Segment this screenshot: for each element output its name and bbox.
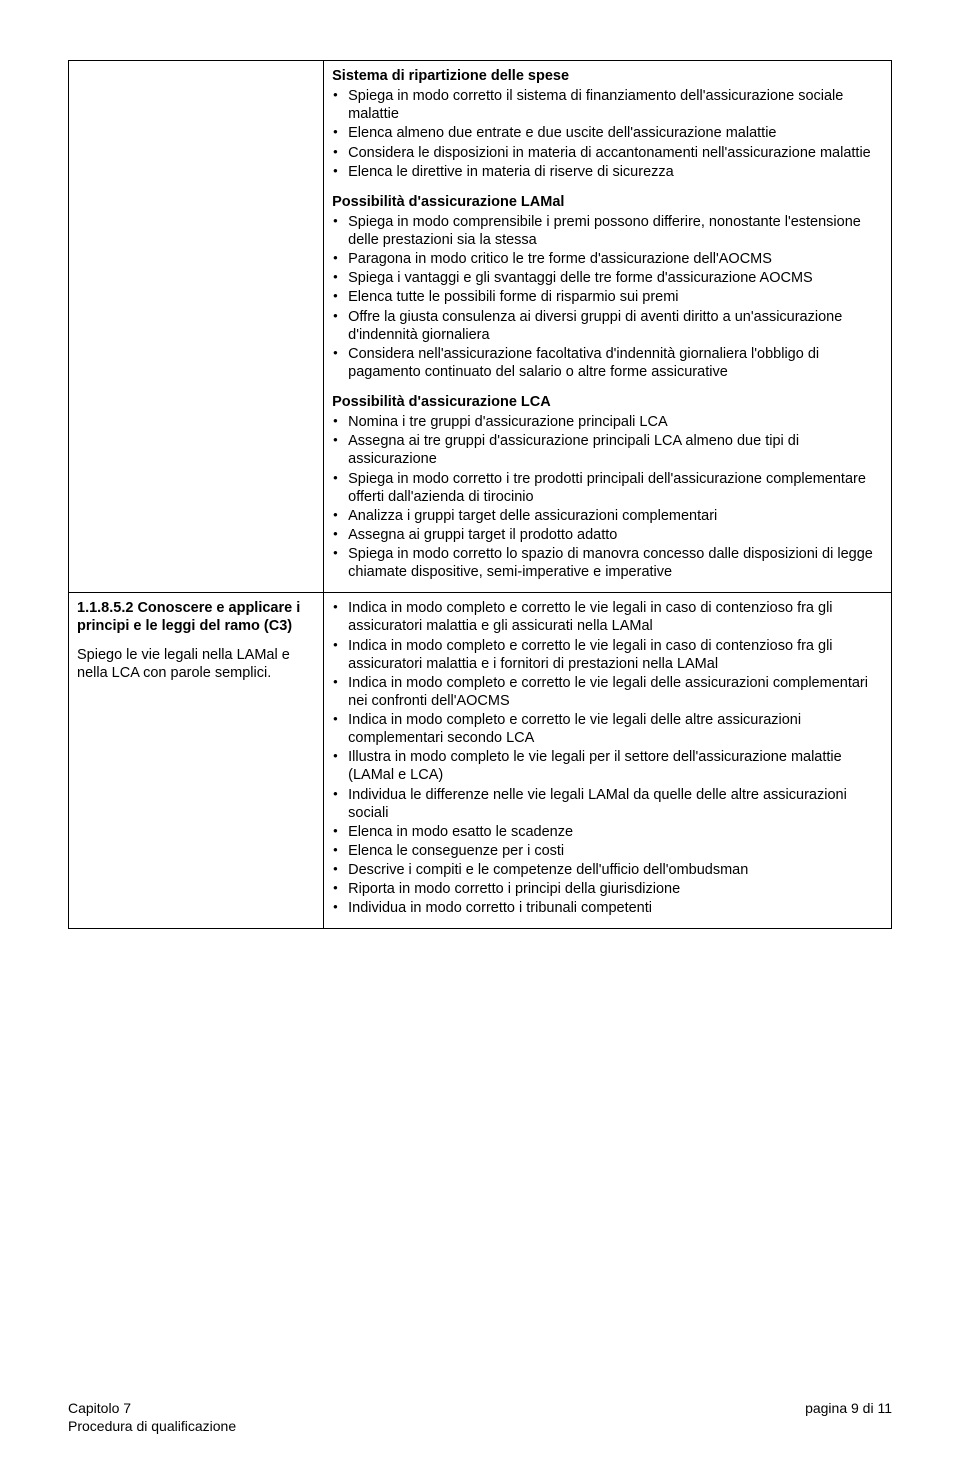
list-item: Assegna ai tre gruppi d'assicurazione pr… [332,432,883,468]
list-item-text: Considera nell'assicurazione facoltativa… [348,346,819,380]
section-sistema: Sistema di ripartizione delle spese Spie… [332,67,883,181]
list-item: Elenca tutte le possibili forme di rispa… [332,288,883,306]
list-item-text: Individua in modo corretto i tribunali c… [348,900,652,916]
list-item: Paragona in modo critico le tre forme d'… [332,250,883,268]
section-heading: Sistema di ripartizione delle spese [332,67,883,85]
list-item-text: Offre la giusta consulenza ai diversi gr… [348,309,842,343]
list-item: Indica in modo completo e corretto le vi… [332,674,883,710]
list-item: Descrive i compiti e le competenze dell'… [332,861,883,879]
list-item: Elenca in modo esatto le scadenze [332,823,883,841]
list-item-text: Elenca tutte le possibili forme di rispa… [348,289,678,305]
list-item-text: Elenca le conseguenze per i costi [348,843,564,859]
list-item: Analizza i gruppi target delle assicuraz… [332,507,883,525]
list-item: Elenca le conseguenze per i costi [332,842,883,860]
list-item: Considera nell'assicurazione facoltativa… [332,345,883,381]
list-item-text: Individua le differenze nelle vie legali… [348,787,847,821]
list-item-text: Assegna ai gruppi target il prodotto ada… [348,527,617,543]
list-item-text: Elenca in modo esatto le scadenze [348,824,573,840]
left-body: Spiego le vie legali nella LAMal e nella… [77,646,315,682]
list-item-text: Spiega i vantaggi e gli svantaggi delle … [348,270,813,286]
right-cell-row2: Indica in modo completo e corretto le vi… [324,593,892,929]
list-item: Individua in modo corretto i tribunali c… [332,899,883,917]
list-item-text: Indica in modo completo e corretto le vi… [348,712,801,746]
list-item: Considera le disposizioni in materia di … [332,144,883,162]
bullet-list: Indica in modo completo e corretto le vi… [332,599,883,917]
list-item-text: Indica in modo completo e corretto le vi… [348,675,868,709]
list-item-text: Indica in modo completo e corretto le vi… [348,638,832,672]
section-heading: Possibilità d'assicurazione LCA [332,393,883,411]
list-item-text: Spiega in modo comprensibile i premi pos… [348,214,861,248]
list-item: Spiega in modo corretto il sistema di fi… [332,87,883,123]
list-item: Assegna ai gruppi target il prodotto ada… [332,526,883,544]
list-item-text: Elenca almeno due entrate e due uscite d… [348,125,776,141]
bullet-list: Spiega in modo comprensibile i premi pos… [332,213,883,381]
bullet-list: Spiega in modo corretto il sistema di fi… [332,87,883,181]
list-item: Offre la giusta consulenza ai diversi gr… [332,308,883,344]
bullet-list: Nomina i tre gruppi d'assicurazione prin… [332,413,883,581]
list-item: Elenca almeno due entrate e due uscite d… [332,124,883,142]
list-item: Indica in modo completo e corretto le vi… [332,711,883,747]
list-item-text: Spiega in modo corretto il sistema di fi… [348,88,843,122]
footer-left: Capitolo 7 Procedura di qualificazione [68,1400,236,1435]
section-lamal: Possibilità d'assicurazione LAMal Spiega… [332,193,883,381]
list-item-text: Analizza i gruppi target delle assicuraz… [348,508,717,524]
list-item: Illustra in modo completo le vie legali … [332,748,883,784]
table-row: 1.1.8.5.2 Conoscere e applicare i princi… [69,593,892,929]
section-heading: Possibilità d'assicurazione LAMal [332,193,883,211]
list-item: Riporta in modo corretto i principi dell… [332,880,883,898]
list-item: Individua le differenze nelle vie legali… [332,786,883,822]
left-cell-row1 [69,61,324,593]
list-item: Spiega in modo comprensibile i premi pos… [332,213,883,249]
list-item-text: Elenca le direttive in materia di riserv… [348,164,674,180]
list-item-text: Illustra in modo completo le vie legali … [348,749,842,783]
list-item-text: Considera le disposizioni in materia di … [348,145,871,161]
list-item: Spiega in modo corretto i tre prodotti p… [332,470,883,506]
list-item-text: Assegna ai tre gruppi d'assicurazione pr… [348,433,799,467]
footer-right: pagina 9 di 11 [805,1400,892,1435]
list-item-text: Spiega in modo corretto i tre prodotti p… [348,471,866,505]
right-cell-row1: Sistema di ripartizione delle spese Spie… [324,61,892,593]
list-item-text: Spiega in modo corretto lo spazio di man… [348,546,873,580]
left-cell-row2: 1.1.8.5.2 Conoscere e applicare i princi… [69,593,324,929]
list-item-text: Nomina i tre gruppi d'assicurazione prin… [348,414,668,430]
content-table: Sistema di ripartizione delle spese Spie… [68,60,892,929]
footer-left-line1: Capitolo 7 [68,1400,236,1418]
footer-left-line2: Procedura di qualificazione [68,1418,236,1436]
left-heading: 1.1.8.5.2 Conoscere e applicare i princi… [77,599,315,635]
list-item: Spiega in modo corretto lo spazio di man… [332,545,883,581]
list-item-text: Riporta in modo corretto i principi dell… [348,881,680,897]
list-item: Indica in modo completo e corretto le vi… [332,637,883,673]
list-item: Indica in modo completo e corretto le vi… [332,599,883,635]
section-lca: Possibilità d'assicurazione LCA Nomina i… [332,393,883,581]
list-item-text: Indica in modo completo e corretto le vi… [348,600,832,634]
list-item: Nomina i tre gruppi d'assicurazione prin… [332,413,883,431]
section-vie-legali: Indica in modo completo e corretto le vi… [332,599,883,917]
list-item-text: Descrive i compiti e le competenze dell'… [348,862,748,878]
list-item-text: Paragona in modo critico le tre forme d'… [348,251,772,267]
list-item: Spiega i vantaggi e gli svantaggi delle … [332,269,883,287]
page-footer: Capitolo 7 Procedura di qualificazione p… [68,1400,892,1435]
list-item: Elenca le direttive in materia di riserv… [332,163,883,181]
table-row: Sistema di ripartizione delle spese Spie… [69,61,892,593]
page: Sistema di ripartizione delle spese Spie… [0,0,960,1471]
